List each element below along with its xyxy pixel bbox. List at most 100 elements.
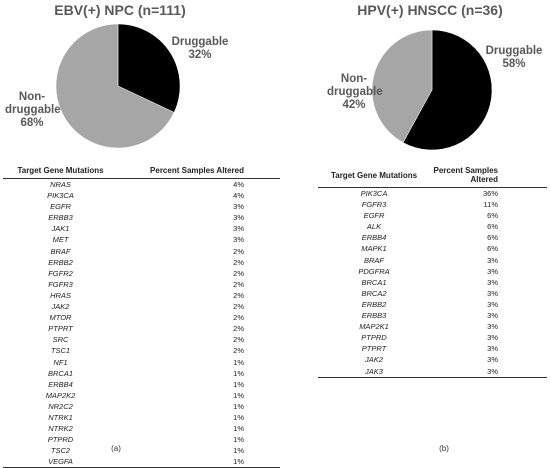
percent-cell: 3% bbox=[487, 333, 498, 343]
slice-name: Non-druggable bbox=[327, 73, 383, 98]
table-row: NTRK1 1% bbox=[3, 412, 280, 423]
gene-cell: TSC2 bbox=[50, 446, 71, 456]
slice-label: Non-druggable 68% bbox=[0, 91, 67, 130]
percent-cell: 3% bbox=[430, 365, 498, 378]
gene-cell: NR2C2 bbox=[48, 401, 73, 411]
table-row: MAP2K2 1% bbox=[3, 390, 280, 401]
table-row: ALK 6% bbox=[318, 221, 547, 232]
percent-cell: 2% bbox=[233, 246, 244, 256]
gene-cell: FGFR3 bbox=[361, 200, 387, 210]
slice-value: 32% bbox=[188, 49, 212, 61]
column-header: Target Gene Mutations bbox=[3, 164, 118, 179]
table-row: PTPRD 3% bbox=[318, 332, 547, 343]
gene-cell: JAK1 bbox=[51, 224, 70, 234]
table-row: ERBB2 2% bbox=[3, 257, 280, 268]
table-row: ERBB3 3% bbox=[318, 310, 547, 321]
table-row: FGFR2 2% bbox=[3, 268, 280, 279]
table-row: PIK3CA 36% bbox=[318, 188, 547, 200]
table-row: BRAF 2% bbox=[3, 246, 280, 257]
slice-value: 42% bbox=[342, 99, 366, 111]
table-row: PIK3CA 4% bbox=[3, 190, 280, 201]
table-row: MAPK1 6% bbox=[318, 243, 547, 254]
column-header: Target Gene Mutations bbox=[318, 164, 430, 188]
chart-title: HPV(+) HNSCC (n=36) bbox=[357, 2, 503, 18]
table-row: JAK1 3% bbox=[3, 223, 280, 234]
table-row: NR2C2 1% bbox=[3, 401, 280, 412]
percent-cell: 1% bbox=[233, 412, 244, 422]
percent-cell: 11% bbox=[483, 200, 498, 210]
percent-cell: 6% bbox=[487, 211, 498, 221]
gene-cell: BRCA2 bbox=[361, 288, 387, 298]
gene-cell: EGFR bbox=[50, 202, 71, 212]
table-row: BRCA1 3% bbox=[318, 277, 547, 288]
caption: (a) bbox=[111, 444, 121, 453]
gene-cell: TSC1 bbox=[50, 346, 71, 356]
gene-cell: NRAS bbox=[50, 180, 71, 189]
data-table: Target Gene Mutations Percent Samples Alt… bbox=[3, 164, 280, 468]
table-row: NRAS 4% bbox=[3, 179, 280, 191]
percent-cell: 1% bbox=[233, 446, 244, 456]
slice-name: Druggable bbox=[171, 36, 229, 48]
data-table: Target Gene Mutations Percent Samples Alt… bbox=[318, 164, 547, 378]
percent-cell: 3% bbox=[487, 311, 498, 321]
percent-cell: 2% bbox=[233, 257, 244, 267]
table-row: TSC2 1% bbox=[3, 445, 280, 456]
slice-value: 58% bbox=[502, 58, 526, 70]
percent-cell: 2% bbox=[233, 290, 244, 300]
percent-cell: 1% bbox=[233, 379, 244, 389]
table-row: JAK3 3% bbox=[318, 365, 547, 378]
gene-cell: PTPRD bbox=[361, 333, 387, 343]
gene-cell: MAP2K2 bbox=[45, 390, 76, 400]
chart-title: EBV(+) NPC (n=111) bbox=[54, 2, 186, 18]
table-row: PTPRD 1% bbox=[3, 434, 280, 445]
header-row: Target Gene Mutations Percent Samples Alt… bbox=[3, 164, 280, 179]
percent-cell: 1% bbox=[233, 401, 244, 411]
percent-cell: 3% bbox=[487, 322, 498, 332]
percent-cell: 2% bbox=[233, 346, 244, 356]
gene-cell: SRC bbox=[52, 335, 69, 345]
gene-cell: BRCA1 bbox=[47, 368, 73, 378]
pie-slice bbox=[117, 23, 181, 113]
table-row: ERBB4 1% bbox=[3, 379, 280, 390]
gene-cell: ERBB3 bbox=[48, 213, 73, 223]
gene-cell: PTPRT bbox=[48, 324, 73, 334]
table-row: BRCA1 1% bbox=[3, 368, 280, 379]
column-header: Percent Samples Altered bbox=[118, 164, 244, 179]
header-row: Target Gene Mutations Percent Samples Alt… bbox=[318, 164, 547, 188]
gene-cell: JAK2 bbox=[51, 302, 70, 312]
gene-cell: PIK3CA bbox=[47, 191, 74, 201]
percent-cell: 4% bbox=[233, 180, 244, 189]
table-row: MAP2K1 3% bbox=[318, 321, 547, 332]
gene-cell: JAK3 bbox=[318, 365, 430, 378]
table-row: HRAS 2% bbox=[3, 290, 280, 301]
percent-cell: 3% bbox=[487, 255, 498, 265]
gene-cell: PDGFRA bbox=[358, 266, 390, 276]
percent-cell: 1% bbox=[233, 390, 244, 400]
slice-name: Non-druggable bbox=[5, 91, 61, 116]
column-header: Percent Samples Altered bbox=[430, 164, 498, 188]
percent-cell: 4% bbox=[233, 191, 244, 201]
slice-label: Druggable 58% bbox=[474, 45, 550, 71]
gene-cell: NTRK2 bbox=[48, 424, 73, 434]
gene-cell: BRCA1 bbox=[361, 277, 387, 287]
table-row: PTPRT 2% bbox=[3, 323, 280, 334]
gene-cell: PIK3CA bbox=[360, 189, 388, 198]
table-row: VEGFA 1% bbox=[3, 456, 280, 468]
table-row: SRC 2% bbox=[3, 334, 280, 345]
percent-cell: 3% bbox=[233, 202, 244, 212]
table-row: JAK2 2% bbox=[3, 301, 280, 312]
gene-cell: PTPRD bbox=[47, 435, 74, 445]
percent-cell: 6% bbox=[487, 244, 498, 254]
gene-cell: MAPK1 bbox=[361, 244, 387, 254]
table-row: MTOR 2% bbox=[3, 312, 280, 323]
slice-name: Druggable bbox=[485, 45, 543, 57]
gene-cell: MET bbox=[52, 235, 69, 245]
gene-cell: HRAS bbox=[50, 290, 71, 300]
slice-label: Druggable 32% bbox=[160, 36, 240, 62]
gene-cell: MTOR bbox=[49, 313, 72, 323]
percent-cell: 3% bbox=[487, 266, 498, 276]
pie-slice bbox=[55, 23, 175, 149]
table-row: EGFR 3% bbox=[3, 201, 280, 212]
gene-cell: ERBB4 bbox=[48, 379, 73, 389]
